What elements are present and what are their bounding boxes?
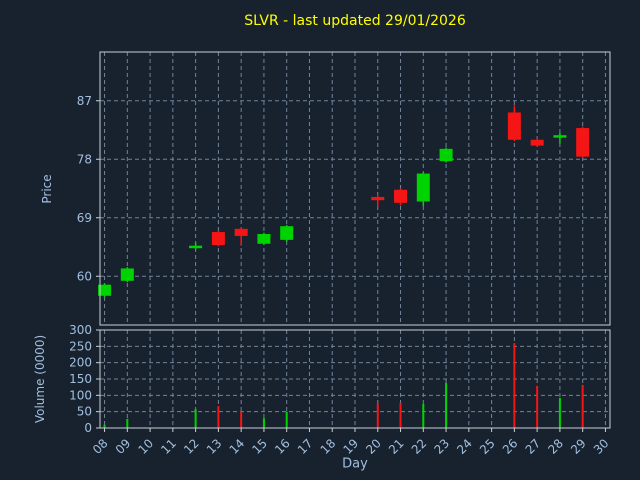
x-tick-label: 09 — [113, 436, 134, 457]
volume-tick-label: 50 — [77, 405, 92, 419]
x-tick-label: 27 — [523, 436, 544, 457]
x-tick-label: 19 — [340, 436, 361, 457]
x-tick-label: 29 — [568, 436, 589, 457]
x-tick-label: 11 — [158, 436, 179, 457]
x-tick-label: 25 — [477, 436, 498, 457]
x-tick-label: 28 — [545, 436, 566, 457]
x-axis-label: Day — [342, 456, 368, 472]
price-axis-label: Price — [40, 174, 54, 204]
candle-body-day-09 — [120, 268, 134, 281]
volume-tick-label: 250 — [69, 339, 92, 353]
candle-body-day-16 — [280, 226, 294, 240]
price-tick-label: 69 — [77, 211, 92, 225]
candle-body-day-28 — [553, 135, 567, 138]
volume-bars — [103, 343, 584, 428]
candle-body-day-20 — [371, 196, 385, 201]
x-tick-label: 20 — [363, 436, 384, 457]
gridlines — [100, 52, 610, 428]
volume-tick-label: 0 — [84, 421, 92, 435]
x-tick-label: 17 — [295, 436, 316, 457]
x-tick-label: 22 — [409, 436, 430, 457]
x-tick-label: 10 — [136, 436, 157, 457]
candle-body-day-23 — [439, 148, 453, 162]
price-tick-label: 87 — [77, 94, 92, 108]
candle-body-day-15 — [257, 234, 271, 244]
axis-ticks — [96, 100, 606, 432]
candle-body-day-14 — [234, 228, 248, 236]
candle-body-day-13 — [211, 232, 225, 246]
x-tick-label: 08 — [90, 436, 111, 457]
volume-tick-label: 300 — [69, 323, 92, 337]
candle-body-day-27 — [530, 139, 544, 146]
x-tick-label: 23 — [431, 436, 452, 457]
x-tick-label: 24 — [454, 436, 475, 457]
price-tick-label: 78 — [77, 152, 92, 166]
chart-title: SLVR - last updated 29/01/2026 — [244, 13, 466, 29]
price-tick-label: 60 — [77, 269, 92, 283]
x-tick-label: 16 — [272, 436, 293, 457]
x-tick-label: 14 — [227, 436, 248, 457]
volume-tick-label: 150 — [69, 372, 92, 386]
x-tick-label: 30 — [591, 436, 612, 457]
x-tick-label: 18 — [318, 436, 339, 457]
candle-body-day-21 — [394, 189, 408, 203]
candlesticks — [98, 105, 590, 298]
candle-body-day-26 — [507, 112, 521, 140]
candle-body-day-08 — [98, 284, 112, 296]
x-tick-label: 15 — [249, 436, 270, 457]
candle-body-day-12 — [189, 245, 203, 249]
candle-body-day-29 — [576, 128, 590, 157]
volume-axis-label: Volume (0000) — [33, 334, 47, 424]
x-tick-label: 21 — [386, 436, 407, 457]
x-tick-label: 13 — [204, 436, 225, 457]
volume-tick-label: 200 — [69, 356, 92, 370]
price-panel-frame — [99, 51, 611, 326]
x-tick-label: 26 — [500, 436, 521, 457]
x-tick-label: 12 — [181, 436, 202, 457]
volume-tick-label: 100 — [69, 388, 92, 402]
candle-body-day-22 — [416, 173, 430, 202]
